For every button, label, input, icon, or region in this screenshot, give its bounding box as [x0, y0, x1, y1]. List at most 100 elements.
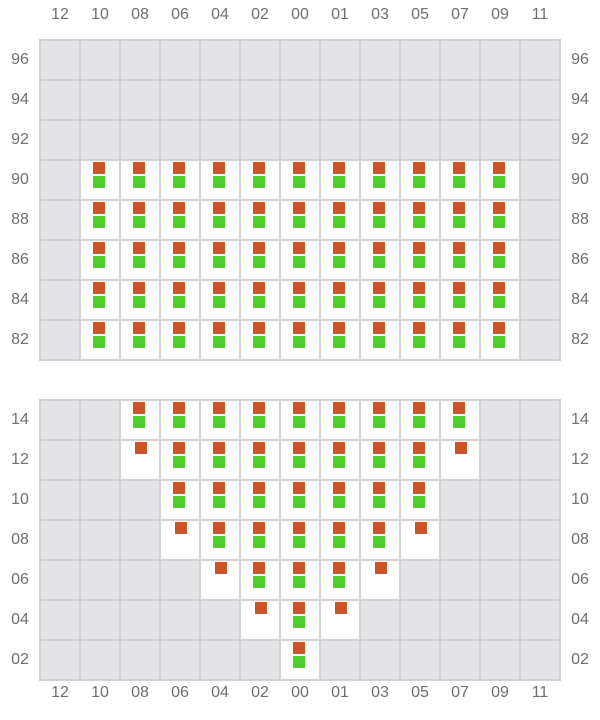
seat-cell[interactable] [201, 321, 239, 359]
seat-cell[interactable] [121, 441, 159, 479]
bottom-section-grid [39, 399, 561, 681]
seat-cell[interactable] [281, 561, 319, 599]
seat-cell[interactable] [161, 401, 199, 439]
seat-cell[interactable] [481, 281, 519, 319]
seat-cell[interactable] [161, 281, 199, 319]
seat-cell [241, 641, 279, 679]
seat-cell[interactable] [241, 321, 279, 359]
seat-cell[interactable] [241, 161, 279, 199]
seat-cell[interactable] [281, 241, 319, 279]
seat-cell[interactable] [361, 201, 399, 239]
seat-cell[interactable] [361, 161, 399, 199]
seat-cell[interactable] [281, 441, 319, 479]
seat-cell[interactable] [321, 561, 359, 599]
seat-cell[interactable] [201, 521, 239, 559]
seat-cell[interactable] [281, 161, 319, 199]
seat-cell[interactable] [241, 601, 279, 639]
seat-cell[interactable] [361, 401, 399, 439]
seat-cell[interactable] [481, 321, 519, 359]
seat-cell[interactable] [201, 441, 239, 479]
seat-cell[interactable] [401, 201, 439, 239]
seat-cell[interactable] [201, 401, 239, 439]
seat-cell[interactable] [441, 241, 479, 279]
seat-cell[interactable] [401, 241, 439, 279]
seat-cell[interactable] [121, 401, 159, 439]
seat-cell[interactable] [321, 441, 359, 479]
seat-cell[interactable] [321, 601, 359, 639]
seat-cell[interactable] [161, 321, 199, 359]
seat-cell[interactable] [361, 481, 399, 519]
seat-cell[interactable] [441, 161, 479, 199]
seat-cell[interactable] [121, 281, 159, 319]
seat-cell[interactable] [241, 521, 279, 559]
seat-cell[interactable] [241, 281, 279, 319]
seat-cell[interactable] [321, 401, 359, 439]
seat-cell[interactable] [201, 481, 239, 519]
seat-cell[interactable] [401, 441, 439, 479]
seat-cell[interactable] [361, 441, 399, 479]
seat-cell[interactable] [241, 241, 279, 279]
seat-cell[interactable] [481, 161, 519, 199]
seat-cell[interactable] [281, 201, 319, 239]
seat-cell[interactable] [441, 201, 479, 239]
seat-cell[interactable] [281, 601, 319, 639]
seat-cell[interactable] [321, 241, 359, 279]
seat-cell[interactable] [321, 201, 359, 239]
seat-cell[interactable] [161, 441, 199, 479]
seat-cell[interactable] [81, 241, 119, 279]
seat-cell[interactable] [321, 481, 359, 519]
seat-cell[interactable] [241, 441, 279, 479]
seat-cell[interactable] [81, 201, 119, 239]
seat-cell[interactable] [321, 321, 359, 359]
seat-cell[interactable] [201, 161, 239, 199]
seat-cell[interactable] [161, 201, 199, 239]
seat-cell[interactable] [441, 281, 479, 319]
seat-cell[interactable] [121, 201, 159, 239]
seat-cell[interactable] [401, 401, 439, 439]
seat-cell[interactable] [241, 561, 279, 599]
seat-cell[interactable] [281, 521, 319, 559]
seat-cell[interactable] [241, 401, 279, 439]
seat-cell[interactable] [81, 321, 119, 359]
seat-cell[interactable] [441, 321, 479, 359]
seat-cell[interactable] [321, 161, 359, 199]
seat-cell[interactable] [481, 201, 519, 239]
seat-cell[interactable] [121, 241, 159, 279]
seat-cell[interactable] [161, 241, 199, 279]
seat-cell[interactable] [161, 521, 199, 559]
seat-cell[interactable] [281, 321, 319, 359]
seat-cell[interactable] [361, 241, 399, 279]
seat-cell[interactable] [121, 161, 159, 199]
seat-cell [481, 441, 519, 479]
seat-cell[interactable] [401, 321, 439, 359]
seat-cell[interactable] [401, 521, 439, 559]
seat-cell[interactable] [201, 201, 239, 239]
seat-cell[interactable] [241, 481, 279, 519]
seat-cell[interactable] [281, 481, 319, 519]
seat-cell[interactable] [361, 521, 399, 559]
seat-cell[interactable] [361, 561, 399, 599]
seat-cell[interactable] [401, 281, 439, 319]
seat-cell[interactable] [401, 481, 439, 519]
seat-cell[interactable] [481, 241, 519, 279]
seat-cell[interactable] [161, 161, 199, 199]
seat-cell[interactable] [281, 281, 319, 319]
seat-cell[interactable] [201, 241, 239, 279]
seat-cell[interactable] [201, 281, 239, 319]
seat-cell[interactable] [81, 281, 119, 319]
seat-cell[interactable] [281, 401, 319, 439]
seat-cell[interactable] [161, 481, 199, 519]
row-label-left: 02 [11, 651, 29, 668]
seat-cell[interactable] [441, 401, 479, 439]
seat-cell[interactable] [441, 441, 479, 479]
seat-cell[interactable] [321, 281, 359, 319]
seat-cell[interactable] [361, 281, 399, 319]
seat-cell[interactable] [81, 161, 119, 199]
seat-cell[interactable] [201, 561, 239, 599]
seat-cell[interactable] [321, 521, 359, 559]
seat-cell[interactable] [401, 161, 439, 199]
seat-cell[interactable] [241, 201, 279, 239]
seat-cell[interactable] [361, 321, 399, 359]
seat-cell[interactable] [281, 641, 319, 679]
seat-cell[interactable] [121, 321, 159, 359]
